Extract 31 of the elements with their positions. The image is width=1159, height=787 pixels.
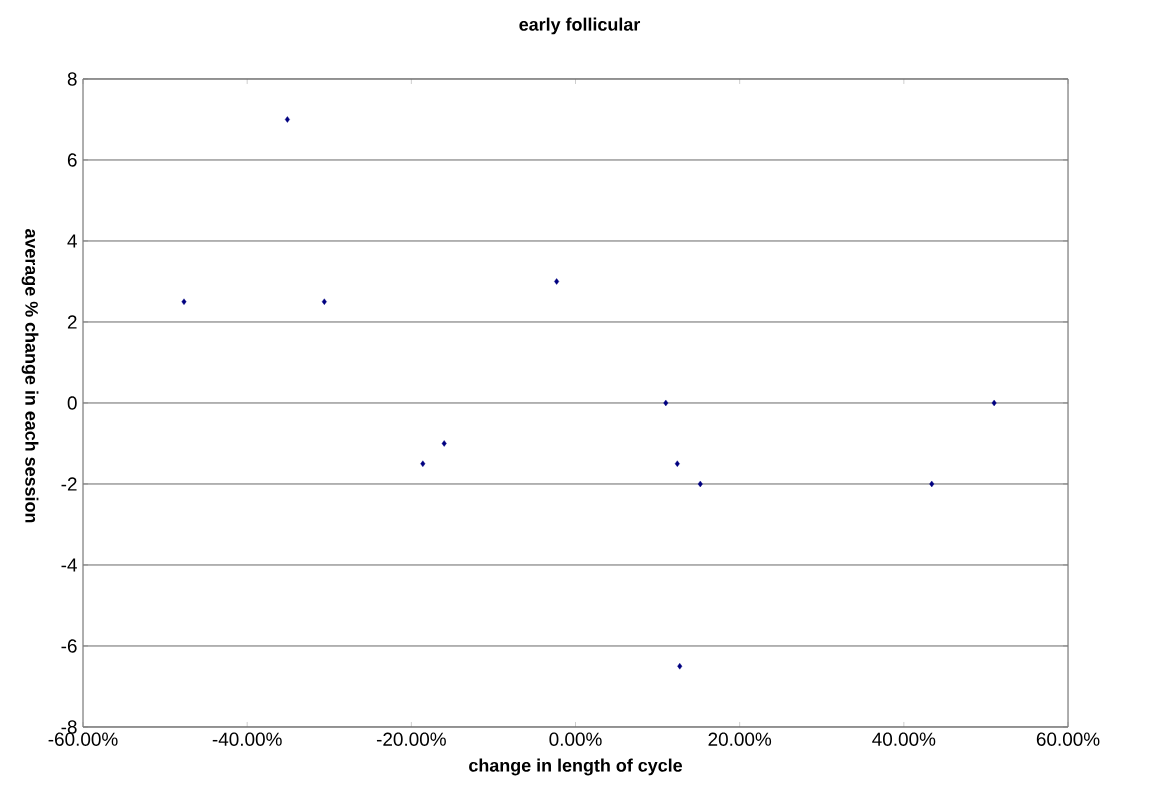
point [420,460,426,467]
y-tick-label: 4 [67,234,77,248]
point [663,399,669,407]
point [321,298,327,305]
y-tick-label: -8 [61,720,77,734]
y-tick-label: 8 [67,72,77,86]
x-tick-label: 60.00% [1036,732,1100,746]
point [929,480,935,488]
y-tick-label: 2 [67,315,77,329]
y-axis-title: average % change in each session [21,229,39,523]
x-tick-label: -20.00% [376,732,446,746]
y-tick-label: -6 [61,639,77,653]
chart-title: early follicular [519,17,641,35]
point [441,440,447,447]
y-tick-label: 6 [67,153,77,167]
x-axis-title: change in length of cycle [469,758,683,776]
x-tick-label: -40.00% [212,732,282,746]
point [697,480,703,488]
x-tick-label: -60.00% [48,732,118,746]
point [284,116,290,123]
x-tick-label: 20.00% [708,732,772,746]
point [674,460,680,467]
point [181,298,187,305]
x-tick-label: 0.00% [549,732,602,746]
point [554,278,560,285]
x-tick-label: 40.00% [872,732,936,746]
y-tick-label: 0 [67,396,77,410]
y-tick-label: -4 [61,558,77,572]
y-tick-label: -2 [61,477,77,491]
point [991,399,997,407]
point [677,663,683,670]
